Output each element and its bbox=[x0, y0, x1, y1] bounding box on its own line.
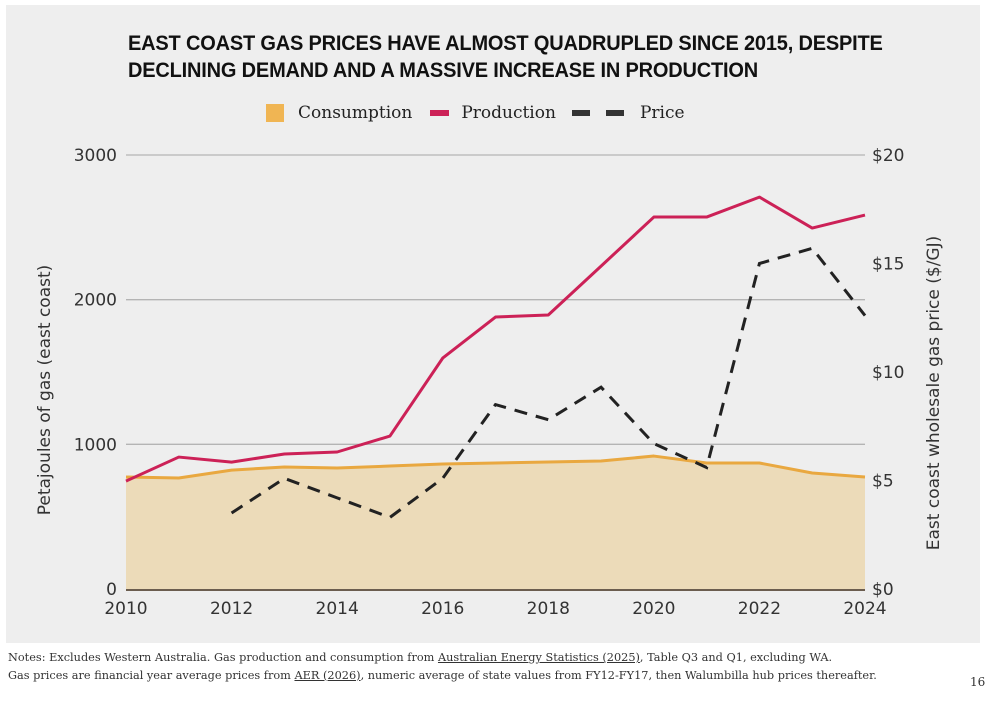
chart-title-line-2: DECLINING DEMAND AND A MASSIVE INCREASE … bbox=[128, 58, 759, 82]
production-line bbox=[125, 195, 866, 483]
y2-tick-label: $0 bbox=[872, 580, 894, 600]
y2-tick-label: $20 bbox=[872, 146, 904, 166]
footnote-text: Gas prices are financial year average pr… bbox=[8, 668, 295, 682]
consumption-point bbox=[177, 476, 181, 480]
x-tick-label: 2016 bbox=[421, 599, 464, 619]
x-tick-label: 2024 bbox=[843, 599, 886, 619]
price-point bbox=[388, 515, 392, 519]
production-point bbox=[177, 455, 181, 459]
y-tick-label: 3000 bbox=[74, 146, 117, 166]
x-tick-label: 2014 bbox=[316, 599, 359, 619]
consumption-point bbox=[494, 461, 498, 465]
x-tick-label: 2020 bbox=[632, 599, 675, 619]
consumption-point bbox=[599, 459, 603, 463]
series-lines bbox=[124, 195, 867, 520]
gridlines bbox=[126, 154, 865, 445]
consumption-area-group bbox=[126, 456, 865, 589]
y2-tick-label: $15 bbox=[872, 255, 904, 275]
production-point bbox=[863, 213, 867, 217]
price-point bbox=[757, 262, 761, 266]
page-number: 16 bbox=[970, 675, 986, 689]
production-point bbox=[388, 434, 392, 438]
production-point bbox=[494, 315, 498, 319]
consumption-line bbox=[125, 454, 866, 480]
production-point bbox=[652, 215, 656, 219]
footnote-text: , Table Q3 and Q1, excluding WA. bbox=[639, 651, 833, 664]
footnotes: Notes: Excludes Western Australia. Gas p… bbox=[8, 649, 877, 684]
consumption-swatch-icon bbox=[266, 104, 284, 122]
consumption-point bbox=[230, 468, 234, 472]
production-point bbox=[335, 450, 339, 454]
footnote-line-1: Notes: Excludes Western Australia. Gas p… bbox=[8, 649, 877, 667]
price-swatch-dash-icon bbox=[571, 110, 590, 116]
production-point bbox=[705, 215, 709, 219]
legend: Consumption Production Price bbox=[266, 101, 685, 125]
consumption-point bbox=[652, 454, 656, 458]
y2-axis-title: East coast wholesale gas price ($/GJ) bbox=[924, 236, 944, 550]
price-point bbox=[441, 476, 445, 480]
aes-2025-link[interactable]: Australian Energy Statistics (2025) bbox=[437, 651, 640, 664]
axes: 0 1000 2000 3000 $0 $5 $10 $15 $20 2010 2012 2014 20… bbox=[74, 146, 905, 619]
production-point bbox=[546, 313, 550, 317]
production-swatch-icon bbox=[430, 110, 450, 116]
production-point bbox=[441, 356, 445, 360]
consumption-point bbox=[124, 475, 128, 479]
price-point bbox=[810, 246, 814, 250]
footnote-line-2: Gas prices are financial year average pr… bbox=[8, 667, 877, 685]
price-point bbox=[230, 511, 234, 515]
y2-tick-label: $10 bbox=[872, 363, 904, 383]
consumption-area bbox=[126, 456, 865, 589]
price-point bbox=[335, 496, 339, 500]
consumption-point bbox=[863, 475, 867, 479]
price-point bbox=[494, 403, 498, 407]
x-tick-label: 2018 bbox=[527, 599, 570, 619]
production-point bbox=[810, 226, 814, 230]
production-point bbox=[757, 195, 761, 199]
consumption-point bbox=[757, 461, 761, 465]
aer-2026-link[interactable]: AER (2026) bbox=[294, 668, 361, 682]
price-point bbox=[652, 442, 656, 446]
consumption-point bbox=[546, 460, 550, 464]
price-swatch-dash-icon bbox=[605, 110, 624, 116]
footnote-text: , numeric average of state values from F… bbox=[360, 668, 877, 682]
chart-title-line-1: EAST COAST GAS PRICES HAVE ALMOST QUADRU… bbox=[128, 31, 883, 55]
x-tick-label: 2010 bbox=[104, 599, 147, 619]
production-point bbox=[282, 452, 286, 456]
x-tick-label: 2022 bbox=[738, 599, 781, 619]
consumption-point bbox=[810, 471, 814, 475]
production-point bbox=[124, 479, 128, 483]
price-point bbox=[599, 385, 603, 389]
price-point bbox=[705, 465, 709, 469]
consumption-point bbox=[335, 466, 339, 470]
y2-tick-label: $5 bbox=[872, 472, 894, 492]
y-tick-label: 1000 bbox=[74, 435, 117, 455]
y-tick-label: 0 bbox=[106, 580, 117, 600]
legend-label-production: Production bbox=[461, 103, 556, 123]
x-tick-label: 2012 bbox=[210, 599, 253, 619]
chart-title: EAST COAST GAS PRICES HAVE ALMOST QUADRU… bbox=[128, 30, 891, 84]
production-point bbox=[599, 264, 603, 268]
price-point bbox=[282, 476, 286, 480]
price-point bbox=[546, 418, 550, 422]
consumption-point bbox=[388, 464, 392, 468]
price-line bbox=[230, 246, 867, 520]
legend-label-consumption: Consumption bbox=[298, 103, 413, 123]
consumption-point bbox=[441, 462, 445, 466]
y-tick-label: 2000 bbox=[74, 291, 117, 311]
price-point bbox=[863, 314, 867, 318]
consumption-point bbox=[282, 465, 286, 469]
production-point bbox=[230, 460, 234, 464]
y-axis-title: Petajoules of gas (east coast) bbox=[35, 265, 55, 516]
consumption-point bbox=[705, 461, 709, 465]
legend-label-price: Price bbox=[639, 103, 685, 123]
footnote-text: Notes: Excludes Western Australia. Gas p… bbox=[8, 651, 438, 664]
